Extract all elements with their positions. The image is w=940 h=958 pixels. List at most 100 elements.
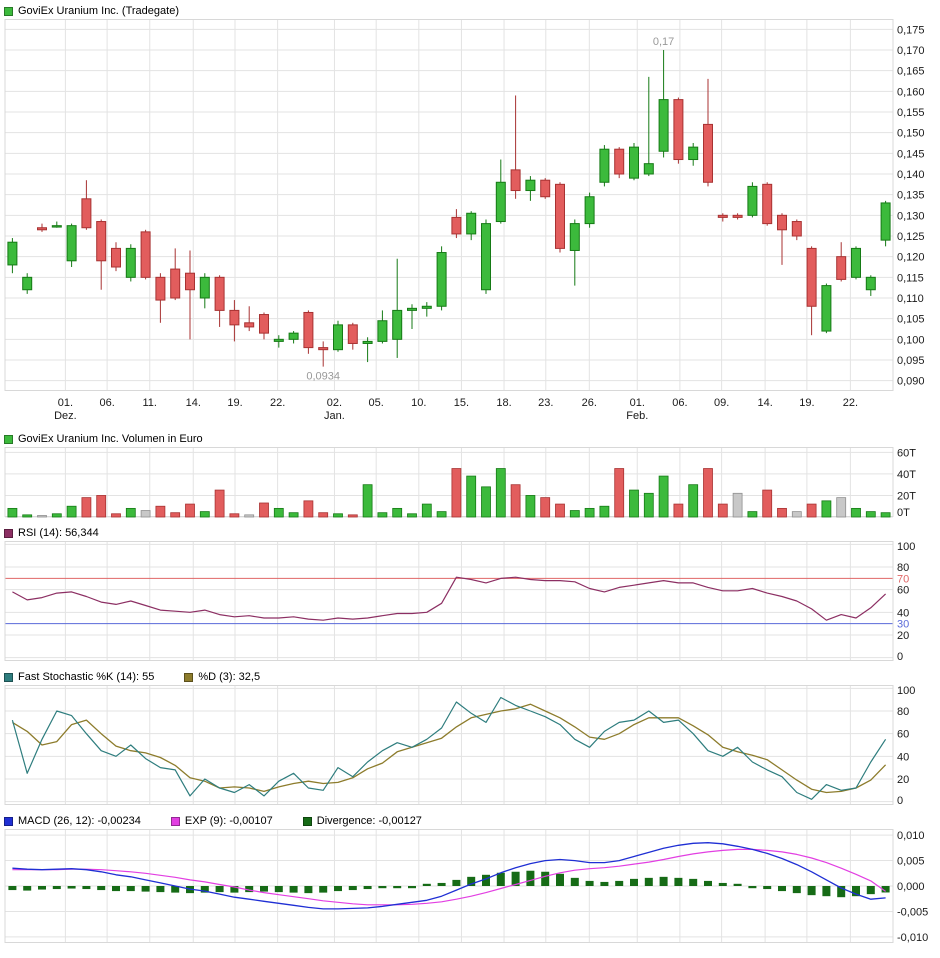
stochastic-d-swatch-icon — [184, 672, 194, 682]
svg-text:70: 70 — [897, 573, 909, 585]
divergence-series-swatch-icon — [302, 816, 312, 826]
stochastic-k-legend-label: Fast Stochastic %K (14): 55 — [18, 671, 155, 683]
svg-text:0,135: 0,135 — [897, 190, 925, 202]
svg-text:0,100: 0,100 — [897, 334, 925, 346]
svg-text:40T: 40T — [897, 469, 916, 481]
svg-text:Jan.: Jan. — [324, 410, 345, 422]
svg-text:0,130: 0,130 — [897, 210, 925, 222]
svg-text:0,010: 0,010 — [897, 830, 925, 842]
macd-legend-item: MACD (26, 12): -0,00234 — [4, 815, 141, 827]
svg-text:0,115: 0,115 — [897, 272, 924, 284]
svg-text:0,090: 0,090 — [897, 376, 925, 388]
volume-panel-legend: GoviEx Uranium Inc. Volumen in Euro — [0, 431, 940, 447]
svg-text:-0,010: -0,010 — [897, 932, 928, 944]
price-panel-legend: GoviEx Uranium Inc. (Tradegate) — [0, 3, 940, 19]
rsi-legend-label: RSI (14): 56,344 — [18, 527, 99, 539]
svg-text:Dez.: Dez. — [54, 410, 77, 422]
price-candlestick-chart: 0,175 0,170 0,165 0,160 0,155 0,150 0,145 0,140… — [4, 19, 925, 422]
svg-text:0,120: 0,120 — [897, 252, 925, 264]
svg-text:23.: 23. — [538, 397, 553, 409]
svg-text:15.: 15. — [454, 397, 469, 409]
svg-text:0,125: 0,125 — [897, 231, 925, 243]
svg-text:0,110: 0,110 — [897, 293, 924, 305]
svg-text:30: 30 — [897, 619, 909, 631]
divergence-legend-item: Divergence: -0,00127 — [302, 815, 422, 827]
svg-text:20: 20 — [897, 774, 909, 786]
svg-text:0,000: 0,000 — [897, 881, 925, 893]
svg-text:0: 0 — [897, 795, 903, 807]
rsi-series-swatch-icon — [4, 528, 13, 538]
macd-panel-legend: MACD (26, 12): -0,00234 EXP (9): -0,0010… — [0, 813, 940, 829]
svg-text:0,165: 0,165 — [897, 66, 925, 78]
volume-bar-chart: 60T 40T 20T 0T — [4, 447, 916, 519]
price-legend-item: GoviEx Uranium Inc. (Tradegate) — [4, 5, 179, 17]
svg-text:14.: 14. — [757, 397, 772, 409]
macd-series-swatch-icon — [4, 816, 13, 826]
price-legend-label: GoviEx Uranium Inc. (Tradegate) — [18, 5, 179, 17]
svg-text:60: 60 — [897, 585, 909, 597]
svg-text:40: 40 — [897, 751, 909, 763]
macd-legend-label: MACD (26, 12): -0,00234 — [18, 815, 141, 827]
svg-text:14.: 14. — [186, 397, 201, 409]
svg-text:60T: 60T — [897, 447, 916, 459]
rsi-panel-legend: RSI (14): 56,344 — [0, 525, 940, 541]
exp-legend-item: EXP (9): -0,00107 — [170, 815, 273, 827]
svg-text:02.: 02. — [327, 397, 342, 409]
volume-series-swatch-icon — [4, 434, 13, 444]
stochastic-d-legend-item: %D (3): 32,5 — [184, 671, 260, 683]
stochastic-k-swatch-icon — [4, 672, 13, 682]
svg-text:0,175: 0,175 — [897, 24, 925, 36]
svg-text:100: 100 — [897, 685, 915, 697]
svg-text:19.: 19. — [227, 397, 242, 409]
svg-text:0,170: 0,170 — [897, 45, 925, 57]
svg-text:0,145: 0,145 — [897, 148, 925, 160]
volume-legend-item: GoviEx Uranium Inc. Volumen in Euro — [4, 433, 203, 445]
svg-text:0: 0 — [897, 651, 903, 663]
svg-text:60: 60 — [897, 729, 909, 741]
svg-text:80: 80 — [897, 562, 909, 574]
volume-legend-label: GoviEx Uranium Inc. Volumen in Euro — [18, 433, 203, 445]
svg-text:0,0934: 0,0934 — [306, 371, 340, 383]
svg-text:01.: 01. — [58, 397, 73, 409]
stock-chart-page: GoviEx Uranium Inc. (Tradegate) 0,175 0,1… — [0, 3, 940, 945]
svg-text:0,140: 0,140 — [897, 169, 925, 181]
exp-series-swatch-icon — [170, 816, 180, 826]
stochastic-d-legend-label: %D (3): 32,5 — [198, 671, 261, 683]
svg-text:-0,005: -0,005 — [897, 906, 928, 918]
svg-text:100: 100 — [897, 541, 915, 553]
svg-text:20T: 20T — [897, 490, 916, 502]
svg-text:0,155: 0,155 — [897, 107, 925, 119]
svg-text:11.: 11. — [143, 397, 157, 409]
svg-text:22.: 22. — [843, 397, 858, 409]
svg-text:40: 40 — [897, 607, 909, 619]
svg-text:18.: 18. — [496, 397, 511, 409]
macd-chart: 0,010 0,005 0,000 -0,005 -0,010 — [4, 829, 928, 944]
svg-text:0T: 0T — [897, 507, 910, 519]
svg-text:19.: 19. — [799, 397, 814, 409]
svg-text:10.: 10. — [411, 397, 426, 409]
svg-text:Feb.: Feb. — [626, 410, 648, 422]
svg-text:22.: 22. — [270, 397, 285, 409]
svg-text:06.: 06. — [99, 397, 114, 409]
svg-text:20: 20 — [897, 630, 909, 642]
svg-text:01.: 01. — [630, 397, 645, 409]
svg-text:0,095: 0,095 — [897, 355, 925, 367]
exp-legend-label: EXP (9): -0,00107 — [184, 815, 273, 827]
svg-text:0,17: 0,17 — [653, 36, 674, 48]
svg-text:05.: 05. — [369, 397, 384, 409]
svg-text:80: 80 — [897, 706, 909, 718]
svg-text:0,105: 0,105 — [897, 314, 925, 326]
rsi-legend-item: RSI (14): 56,344 — [4, 527, 99, 539]
svg-text:0,005: 0,005 — [897, 856, 925, 868]
svg-text:26.: 26. — [582, 397, 597, 409]
svg-text:0,160: 0,160 — [897, 86, 925, 98]
svg-text:0,150: 0,150 — [897, 128, 925, 140]
svg-text:06.: 06. — [672, 397, 687, 409]
candlestick-series-swatch-icon — [4, 6, 13, 16]
divergence-legend-label: Divergence: -0,00127 — [316, 815, 422, 827]
stochastic-k-legend-item: Fast Stochastic %K (14): 55 — [4, 671, 154, 683]
stochastic-line-chart: 100 80 60 40 20 0 — [4, 685, 915, 807]
svg-text:09.: 09. — [714, 397, 729, 409]
stochastic-panel-legend: Fast Stochastic %K (14): 55 %D (3): 32,5 — [0, 669, 940, 685]
rsi-line-chart: 100 80 60 40 20 0 70 30 — [4, 541, 915, 663]
